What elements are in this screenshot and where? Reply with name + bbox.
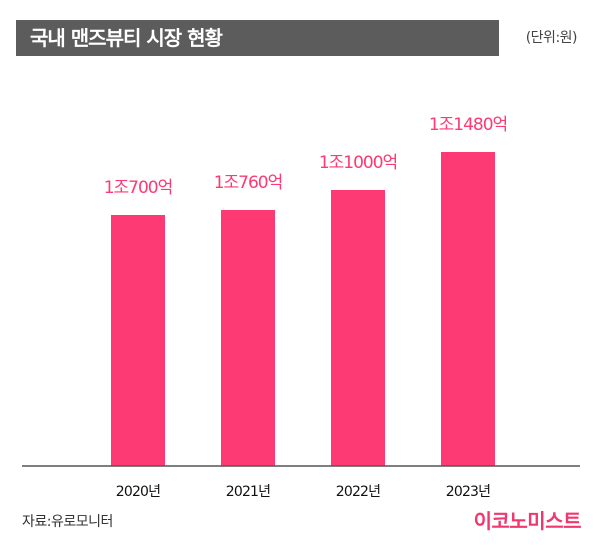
- bar-2022년: [331, 190, 385, 466]
- bar-2020년: [111, 215, 165, 466]
- bar-2023년: [441, 152, 495, 466]
- x-tick-label: 2020년: [116, 484, 161, 500]
- chart-title: 국내 맨즈뷰티 시장 현황: [30, 26, 223, 50]
- publisher-logo: 이코노미스트: [473, 509, 582, 533]
- x-tick-label: 2022년: [336, 484, 381, 500]
- data-label: 1조1000억: [319, 153, 397, 173]
- data-label: 1조700억: [104, 178, 173, 198]
- source-label: 자료:유로모니터: [22, 514, 113, 530]
- x-tick-label: 2021년: [226, 484, 271, 500]
- unit-label: (단위:원): [525, 30, 578, 46]
- title-bar: [16, 20, 499, 56]
- x-tick-label: 2023년: [446, 484, 491, 500]
- bar-2021년: [221, 210, 275, 466]
- data-label: 1조1480억: [429, 115, 507, 135]
- data-label: 1조760억: [214, 173, 283, 193]
